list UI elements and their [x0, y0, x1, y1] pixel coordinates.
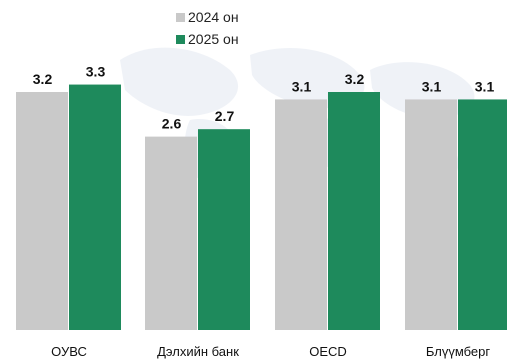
category-labels: ОУВС Дэлхийн банк OECD Блүүмберг	[51, 344, 490, 359]
legend: 2024 он 2025 он	[176, 9, 239, 47]
bars	[16, 84, 507, 330]
data-label-2024-4: 3.1	[422, 78, 442, 94]
legend-swatch-2	[176, 35, 185, 44]
bar-2024-2	[145, 136, 197, 330]
legend-swatch-1	[176, 13, 185, 22]
bar-2024-1	[16, 92, 68, 330]
data-label-2025-1: 3.3	[86, 64, 106, 80]
map-landmass-1	[120, 47, 239, 116]
category-label-2: Дэлхийн банк	[157, 344, 239, 359]
data-label-2024-2: 2.6	[162, 116, 182, 132]
bar-2025-2	[198, 129, 250, 330]
legend-label-1: 2024 он	[188, 9, 239, 25]
bar-2024-4	[405, 99, 457, 330]
bar-2025-3	[328, 92, 380, 330]
data-label-2024-1: 3.2	[33, 71, 53, 87]
bar-2024-3	[275, 99, 327, 330]
data-label-2025-4: 3.1	[475, 78, 495, 94]
bar-2025-1	[69, 84, 121, 330]
category-label-4: Блүүмберг	[426, 344, 491, 359]
data-label-2024-3: 3.1	[292, 78, 312, 94]
value-labels: 3.2 3.3 2.6 2.7 3.1 3.2 3.1 3.1	[33, 64, 495, 132]
legend-label-2: 2025 он	[188, 31, 239, 47]
bar-2025-4	[458, 99, 507, 330]
data-label-2025-2: 2.7	[215, 108, 235, 124]
category-label-1: ОУВС	[51, 344, 87, 359]
category-label-3: OECD	[309, 344, 347, 359]
data-label-2025-3: 3.2	[345, 71, 365, 87]
